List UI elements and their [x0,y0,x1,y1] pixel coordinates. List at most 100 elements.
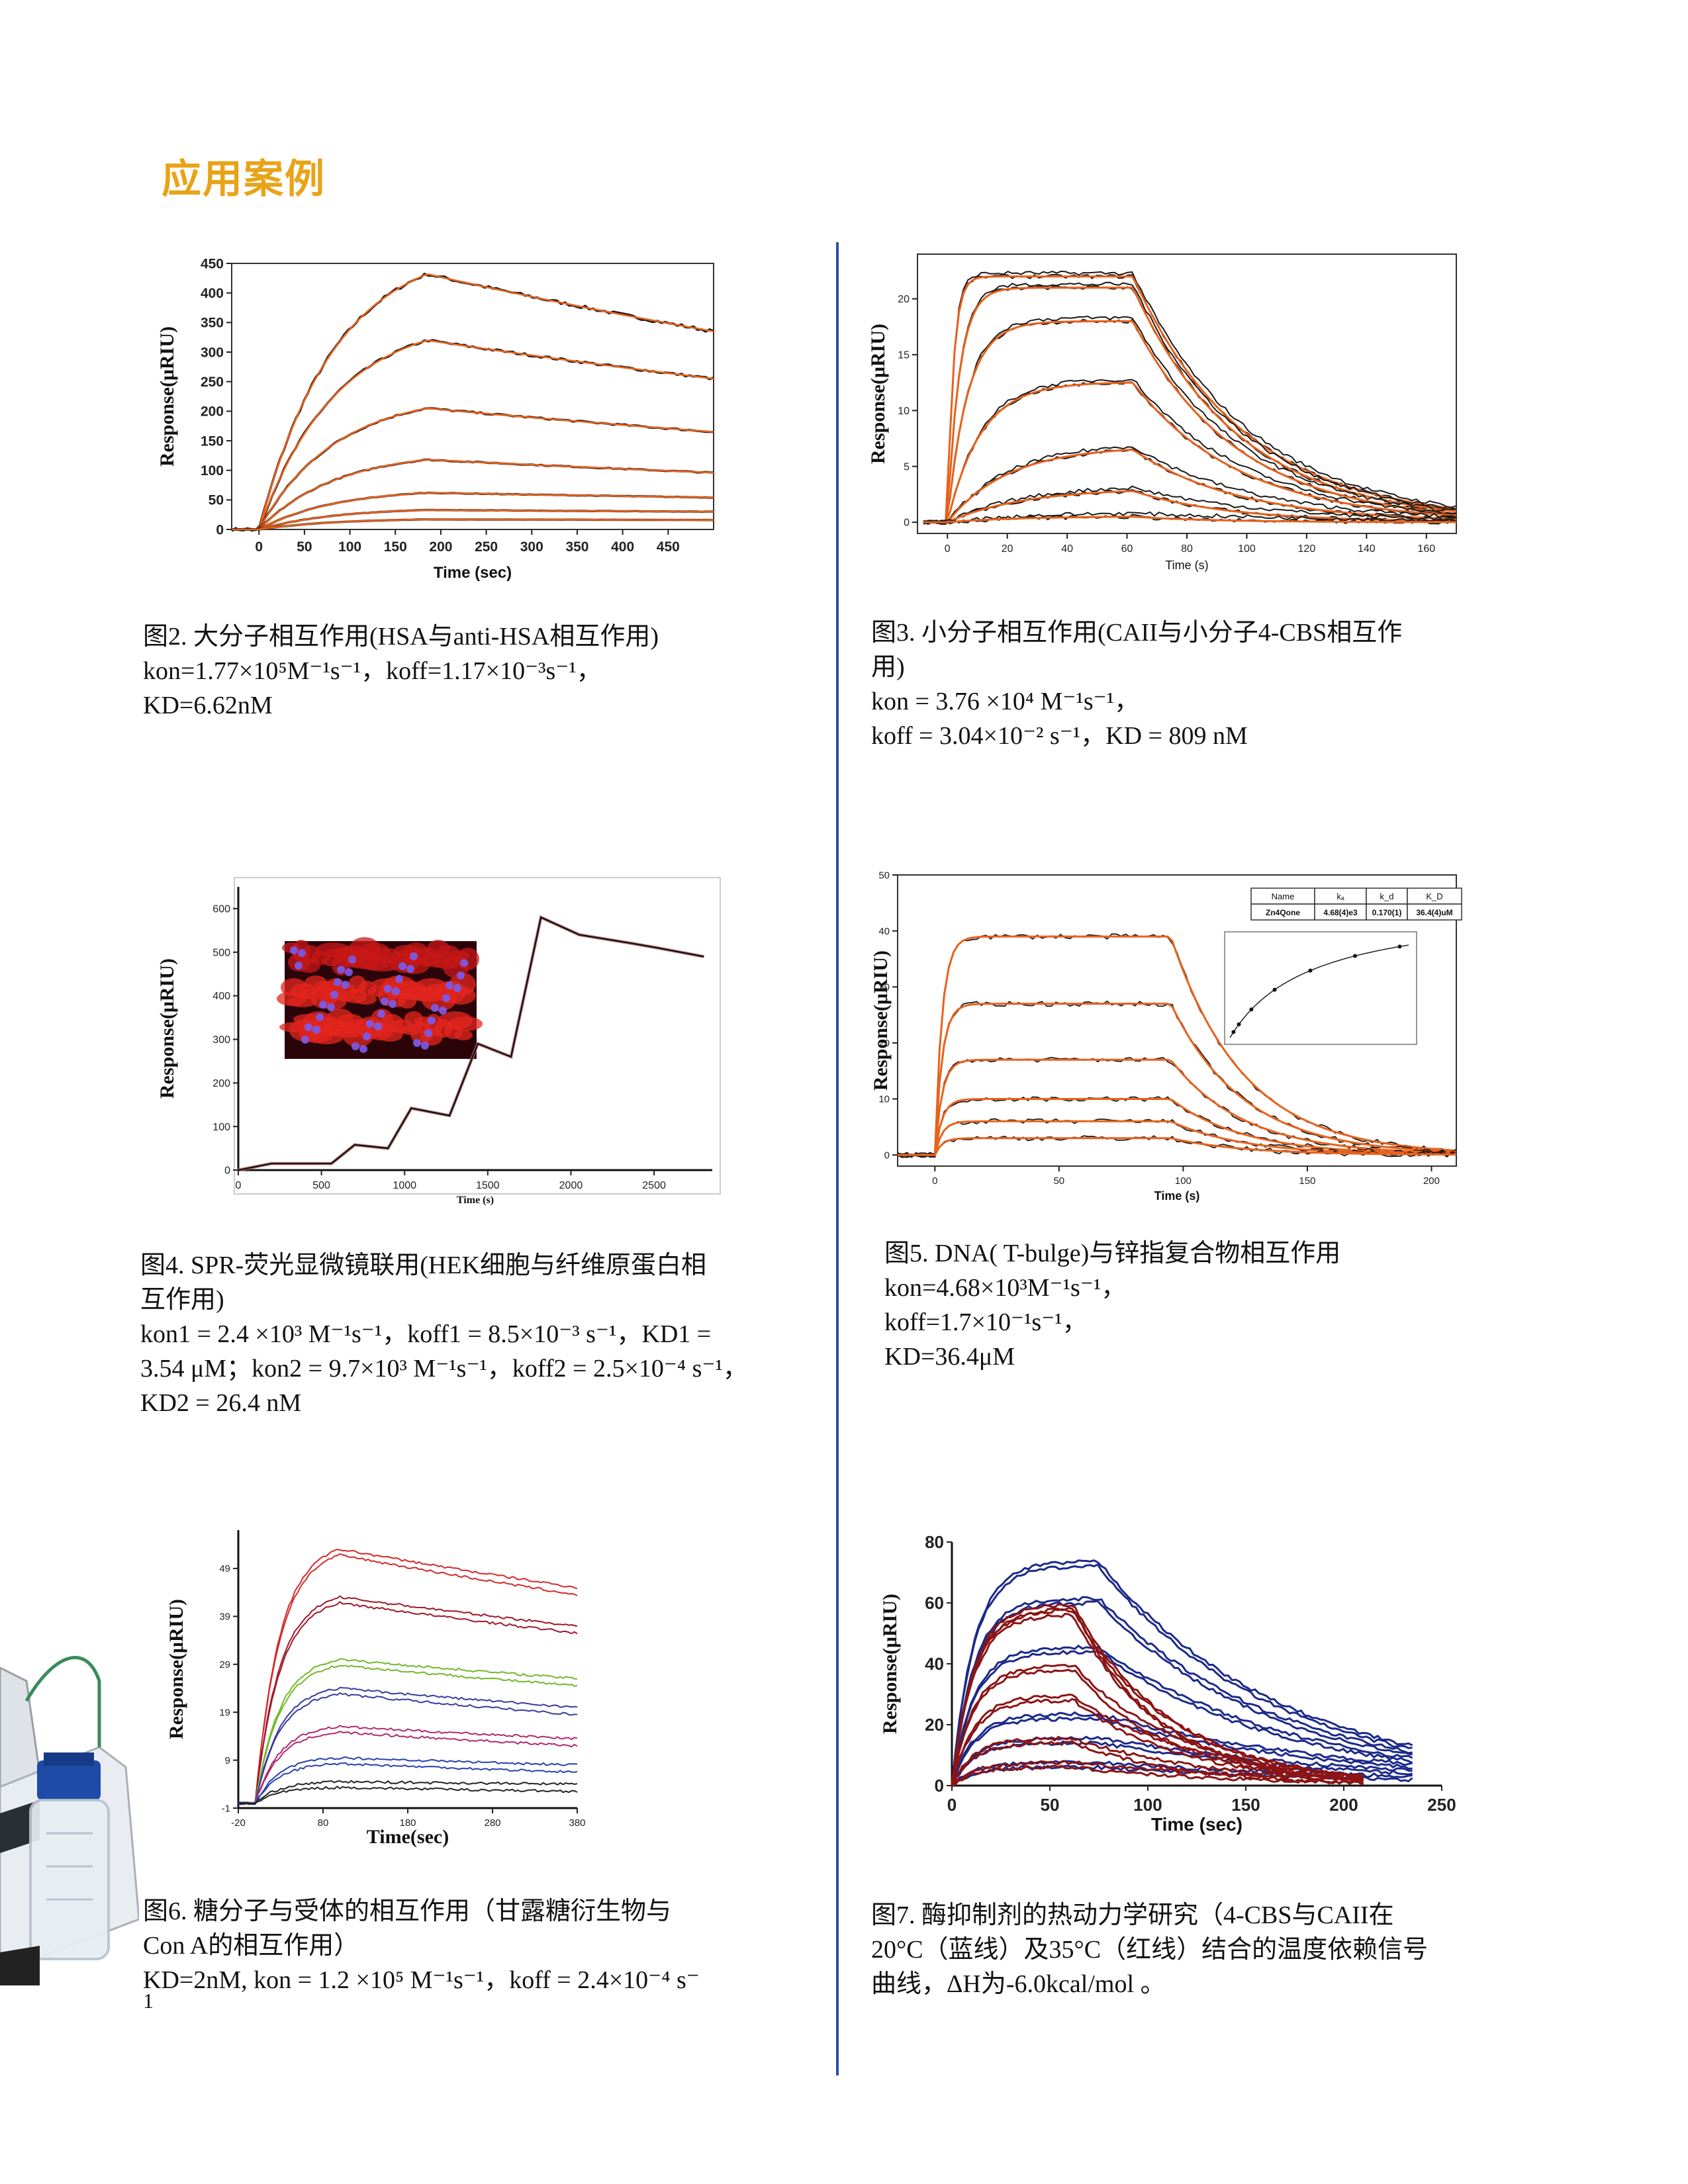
y-tick-label: 15 [898,350,910,361]
data-curve [238,1664,578,1805]
data-curve [923,489,1457,524]
instrument-photo [0,1655,139,1985]
y-tick-label: 200 [201,404,224,420]
fit-curve [232,518,714,531]
micrograph-nucleus [442,994,450,1002]
caption-fig3: 图3. 小分子相互作用(CAII与小分子4-CBS相互作 用) kon = 3.… [871,615,1402,753]
x-tick-label: 40 [1061,543,1073,555]
micrograph-nucleus [374,1023,382,1030]
micrograph-nucleus [298,949,306,957]
y-tick-label: 9 [225,1755,230,1766]
micrograph-nucleus [453,984,461,992]
x-tick-label: 180 [399,1817,416,1829]
table-cell-text: 4.68(4)e3 [1323,908,1358,917]
fit-curve [923,320,1457,523]
y-tick-label: 0 [224,1165,230,1177]
table-header-text: k_d [1380,891,1394,901]
y-tick-label: 19 [219,1707,230,1718]
data-curve [951,1563,1413,1788]
data-curve [238,916,704,1171]
micrograph-nucleus [421,1042,429,1050]
x-tick-label: 450 [657,539,680,555]
data-curve [238,1780,578,1805]
y-tick-label: 60 [925,1593,944,1613]
data-curve [951,1668,1364,1786]
data-curve [238,1725,578,1805]
x-axis-label: Time (sec) [1151,1814,1243,1835]
micrograph-nucleus [348,956,356,964]
x-tick-label: 0 [932,1175,937,1187]
caption-line: koff = 3.04×10⁻² s⁻¹，KD = 809 nM [871,722,1248,750]
micrograph-nucleus [395,975,403,983]
micrograph-nucleus [352,1042,359,1050]
caption-fig5: 图5. DNA( T-bulge)与锌指复合物相互作用 kon=4.68×10³… [884,1236,1340,1374]
data-curve [897,1135,1457,1158]
table-cell-text: 36.4(4)uM [1416,908,1452,917]
micrograph-nucleus [381,997,389,1005]
y-axis-label: Response(μRIU) [879,1594,901,1734]
data-curve [238,1548,578,1805]
x-tick-label: 80 [1181,543,1193,555]
chart-fig4: 0 500 1000 1500 2000 2500 0 100 200 300 400 500 600 T… [156,877,721,1206]
micrograph-nucleus [445,981,453,989]
x-tick-label: 0 [255,539,263,555]
chart-fig6: -20 80 180 280 380 -1 9 19 29 39 49 Time(sec) Respon… [165,1530,586,1848]
micrograph-cell [287,997,317,1007]
fit-curve [923,287,1457,523]
table-cell-text: 0.170(1) [1372,908,1402,917]
x-tick-label: 400 [611,539,634,555]
plot-frame [897,874,1457,1167]
x-tick-label: 350 [565,539,588,555]
micrograph-nucleus [410,952,418,960]
x-tick-label: 150 [384,539,407,555]
caption-line: 用) [871,653,905,681]
y-tick-label: 450 [201,256,224,271]
x-axis-label: Time (s) [1165,559,1208,572]
y-tick-label: 10 [898,406,910,417]
y-axis-label: Response(μRIU) [870,950,892,1091]
x-tick-label: 300 [520,539,543,555]
micrograph-nucleus [424,1029,432,1037]
micrograph-nucleus [295,962,303,970]
plot-frame [231,263,714,530]
data-curve [923,281,1457,525]
x-tick-label: 2500 [642,1180,666,1191]
micrograph-nucleus [327,1003,335,1011]
micrograph-cell [454,1030,473,1040]
x-tick-label: 100 [1133,1795,1162,1815]
data-curve [238,1762,578,1805]
data-curve [951,1596,1413,1785]
data-curve [238,1756,578,1805]
x-tick-label: -20 [231,1817,246,1829]
data-curve [951,1698,1364,1788]
y-axis-label: Response(μRIU) [156,326,178,467]
x-tick-label: 200 [1423,1175,1440,1187]
inset-point [1353,954,1357,958]
caption-line: koff=1.7×10⁻¹s⁻¹， [884,1308,1088,1336]
x-tick-label: 500 [312,1180,330,1191]
data-curve [951,1740,1413,1786]
micrograph-nucleus [406,965,414,973]
caption-fig4: 图4. SPR-荧光显微镜联用(HEK细胞与纤维原蛋白相 互作用) kon1 =… [140,1248,748,1420]
micrograph-cell [377,1027,403,1042]
micrograph-nucleus [428,1017,436,1024]
micrograph-nucleus [384,985,392,993]
y-tick-label: 29 [219,1659,230,1670]
inset-fit-curve [1229,944,1409,1038]
y-tick-label: 5 [904,461,910,473]
y-tick-label: 0 [935,1776,944,1796]
data-curve [238,1686,578,1805]
caption-line: KD2 = 26.4 nM [140,1389,302,1417]
chart-fig5: 0 50 100 150 200 0 10 20 30 40 50 Time (s) Response(… [870,871,1462,1203]
data-curve [923,446,1457,525]
y-tick-label: 20 [878,1038,890,1049]
caption-line: kon=4.68×10³M⁻¹s⁻¹， [884,1274,1127,1302]
caption-line: KD=2nM, kon = 1.2 ×10⁵ M⁻¹s⁻¹，koff = 2.4… [143,1966,700,1994]
x-tick-label: 50 [1053,1175,1064,1187]
data-curve [238,1601,578,1805]
x-tick-label: 200 [1329,1795,1358,1815]
micrograph-nucleus [337,966,345,974]
y-tick-label: 300 [212,1034,230,1046]
x-tick-label: 100 [338,539,361,555]
x-tick-label: 250 [475,539,498,555]
